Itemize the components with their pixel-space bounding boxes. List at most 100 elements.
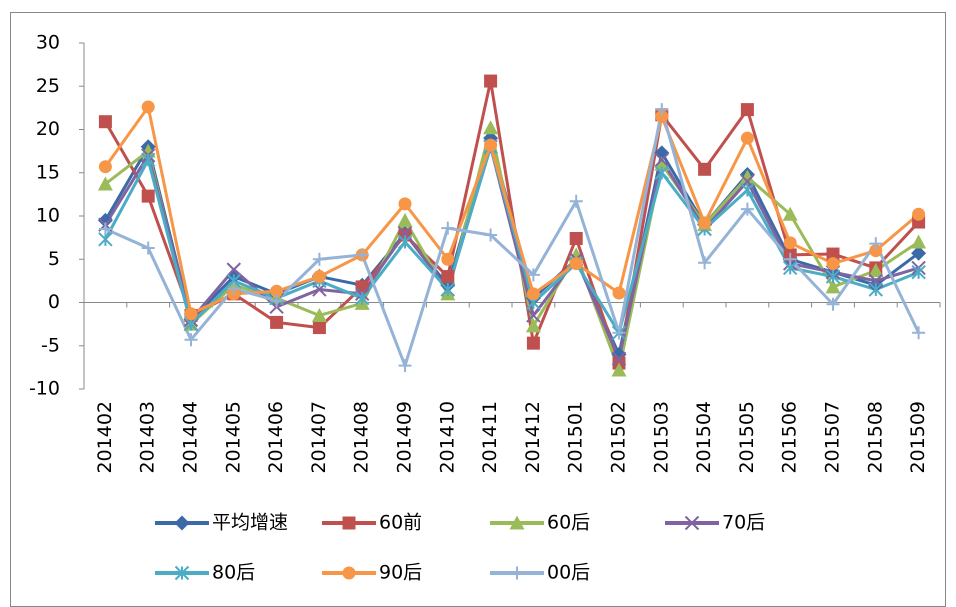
y-tick-label: 0 [48, 291, 60, 313]
chart-frame [10, 12, 946, 607]
marker [355, 280, 369, 294]
x-tick-label: 201403 [137, 401, 159, 474]
marker [783, 252, 797, 266]
marker [525, 318, 541, 333]
marker [698, 216, 712, 230]
marker [912, 326, 926, 340]
legend-label: 平均增速 [212, 512, 288, 534]
series-line [104, 105, 920, 316]
x-tick-label: 201501 [565, 401, 587, 474]
marker [739, 169, 755, 184]
marker [311, 307, 327, 322]
marker [174, 515, 190, 531]
marker [612, 326, 626, 340]
marker [441, 270, 455, 284]
marker [141, 241, 155, 255]
marker [270, 294, 284, 308]
marker [912, 207, 926, 221]
marker [740, 182, 755, 198]
marker [397, 212, 413, 227]
x-tick-label: 201507 [822, 401, 844, 474]
legend-label: 70后 [722, 512, 765, 534]
x-tick-label: 201410 [436, 401, 458, 474]
marker [568, 247, 584, 262]
marker [98, 222, 112, 236]
x-tick-label: 201407 [308, 401, 330, 474]
marker [825, 279, 841, 294]
marker [312, 252, 326, 266]
y-tick-label: 10 [36, 205, 60, 227]
marker [184, 333, 198, 347]
y-tick-label: 25 [36, 75, 60, 97]
marker [611, 362, 627, 377]
x-tick-label: 201402 [94, 401, 116, 474]
x-tick-label: 201411 [479, 401, 501, 474]
legend-label: 60后 [547, 512, 590, 534]
marker [911, 265, 926, 280]
legend-label: 80后 [212, 562, 255, 584]
x-tick-label: 201506 [779, 401, 801, 474]
marker [484, 138, 498, 152]
legend-label: 90后 [379, 562, 422, 584]
marker [868, 282, 884, 297]
x-tick-label: 201404 [180, 401, 202, 474]
marker [312, 270, 326, 284]
marker [569, 231, 583, 245]
marker [869, 244, 883, 258]
marker [911, 245, 927, 261]
marker [355, 248, 369, 262]
marker [342, 566, 356, 580]
marker [654, 165, 670, 180]
x-tick-label: 201504 [693, 401, 715, 474]
marker [484, 74, 498, 88]
marker [398, 197, 412, 211]
marker [98, 115, 112, 129]
legend-label: 60前 [379, 512, 422, 534]
marker [526, 287, 540, 301]
marker [740, 103, 754, 117]
marker [740, 131, 754, 145]
marker [611, 351, 627, 366]
marker [97, 176, 113, 191]
marker [825, 269, 841, 284]
y-tick-label: 5 [48, 248, 60, 270]
marker [398, 359, 412, 373]
marker [141, 100, 155, 114]
x-tick-label: 201508 [864, 401, 886, 474]
marker [312, 321, 326, 335]
marker [98, 160, 112, 174]
y-tick-label: -10 [29, 378, 60, 400]
marker [226, 262, 242, 277]
marker [740, 202, 754, 216]
marker [698, 256, 712, 270]
y-tick-label: -5 [41, 334, 60, 356]
marker [140, 143, 156, 158]
y-tick-label: 15 [36, 161, 60, 183]
marker [483, 120, 499, 135]
marker [141, 189, 155, 203]
marker [826, 257, 840, 271]
marker [782, 206, 798, 221]
marker [184, 307, 198, 321]
marker [526, 336, 540, 350]
marker [911, 234, 927, 249]
marker [174, 565, 190, 581]
marker [868, 262, 884, 277]
marker [397, 234, 413, 250]
marker [826, 297, 840, 311]
marker [826, 247, 840, 261]
marker [655, 103, 669, 117]
marker [569, 257, 583, 271]
marker [270, 284, 284, 298]
marker [440, 282, 456, 297]
marker [510, 566, 524, 580]
marker [655, 110, 669, 124]
marker [698, 162, 712, 176]
y-tick-label: 20 [36, 118, 60, 140]
marker [342, 516, 356, 530]
marker [140, 152, 156, 167]
x-tick-label: 201408 [351, 401, 373, 474]
x-tick-label: 201406 [265, 401, 287, 474]
marker [509, 515, 525, 530]
